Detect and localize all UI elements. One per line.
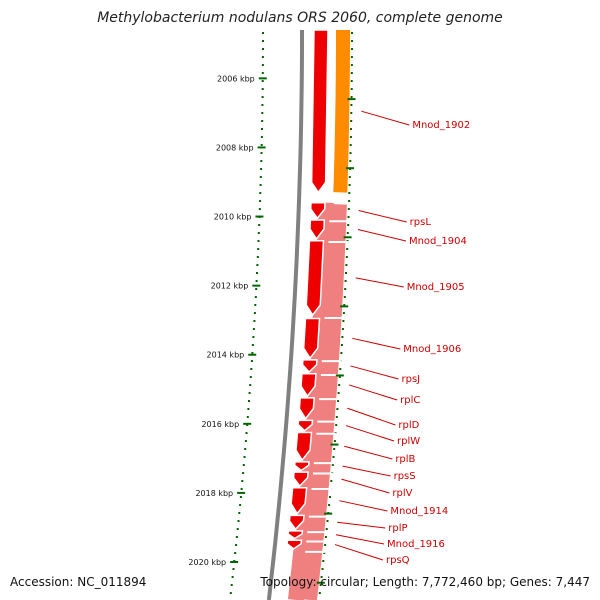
leader-line-Mnod_1902 — [361, 110, 410, 126]
tick-label-2016: 2016 kbp — [201, 420, 239, 429]
genome-backbone — [266, 30, 304, 600]
tick-label-2010: 2010 kbp — [214, 213, 252, 222]
gene-label-Mnod_1904: Mnod_1904 — [409, 236, 467, 247]
orange-ring — [333, 30, 350, 193]
gene-label-rpsQ: rpsQ — [386, 555, 410, 566]
leader-line-rpsL — [358, 210, 407, 223]
tick-label-2012: 2012 kbp — [211, 282, 249, 291]
gene-arrow-Mnod_1914 — [290, 486, 308, 515]
gene-label-Mnod_1914: Mnod_1914 — [390, 506, 448, 517]
tick-label-2008: 2008 kbp — [216, 143, 254, 152]
gene-label-Mnod_1916: Mnod_1916 — [387, 539, 445, 550]
gene-arrow-rplD — [298, 397, 316, 420]
gene-label-Mnod_1905: Mnod_1905 — [407, 282, 465, 293]
gene-label-Mnod_1902: Mnod_1902 — [412, 120, 470, 131]
gene-arrow-rpsL — [309, 201, 326, 220]
pink-ring — [302, 204, 347, 600]
tick-label-2018: 2018 kbp — [195, 489, 233, 498]
gene-arrow-rplW — [297, 419, 314, 432]
gene-label-rpsS: rpsS — [394, 471, 416, 482]
accession-label: Accession: NC_011894 — [10, 575, 147, 589]
gene-arrow-rplP — [288, 514, 305, 531]
gene-arrow-Mnod_1902 — [310, 29, 329, 194]
gene-arrow-Mnod_1906 — [302, 317, 321, 360]
gene-arrow-rplB — [295, 431, 313, 462]
gene-label-rplB: rplB — [395, 454, 415, 465]
leader-line-rplV — [341, 478, 390, 494]
leader-line-rplC — [348, 384, 398, 401]
gene-arrow-rplV — [292, 471, 309, 488]
gene-label-Mnod_1906: Mnod_1906 — [403, 344, 461, 355]
gene-label-rplP: rplP — [388, 523, 407, 534]
gene-arrow-Mnod_1905 — [305, 239, 325, 317]
inner-dotted-ring — [229, 32, 264, 594]
gene-shadow-ring — [287, 202, 334, 600]
leader-line-Mnod_1904 — [357, 229, 407, 242]
leader-line-rpsS — [342, 465, 391, 477]
leader-line-rpsJ — [350, 365, 399, 380]
leader-line-Mnod_1905 — [355, 277, 404, 288]
gene-label-rplD: rplD — [398, 420, 419, 431]
gene-label-rplW: rplW — [397, 436, 420, 447]
leader-line-Mnod_1914 — [339, 500, 388, 512]
gene-arrow-rplC — [300, 372, 317, 398]
tick-label-2006: 2006 kbp — [217, 74, 255, 83]
leader-line-rplB — [344, 445, 393, 460]
topology-label: Topology: circular; Length: 7,772,460 bp… — [260, 575, 590, 589]
gene-arrow-Mnod_1916 — [287, 530, 304, 540]
gene-label-rpsL: rpsL — [410, 217, 432, 228]
leader-line-Mnod_1906 — [352, 337, 401, 350]
gene-label-rplC: rplC — [400, 395, 420, 406]
gene-label-rplV: rplV — [392, 488, 412, 499]
leader-line-rplW — [345, 425, 395, 442]
leader-line-Mnod_1916 — [335, 534, 385, 545]
gene-arrow-rpsQ — [286, 539, 303, 550]
gene-arrow-rpsS — [293, 461, 310, 472]
gene-arrow-Mnod_1904 — [309, 219, 326, 241]
leader-line-rplD — [347, 407, 396, 426]
gene-arrow-rpsJ — [301, 359, 318, 374]
tick-label-2014: 2014 kbp — [207, 351, 245, 360]
leader-line-rplP — [337, 521, 386, 529]
map-title: Methylobacterium nodulans ORS 2060, comp… — [97, 10, 503, 26]
gene-label-rpsJ: rpsJ — [401, 374, 420, 385]
leader-line-rpsQ — [334, 544, 384, 561]
tick-label-2020: 2020 kbp — [188, 558, 226, 567]
